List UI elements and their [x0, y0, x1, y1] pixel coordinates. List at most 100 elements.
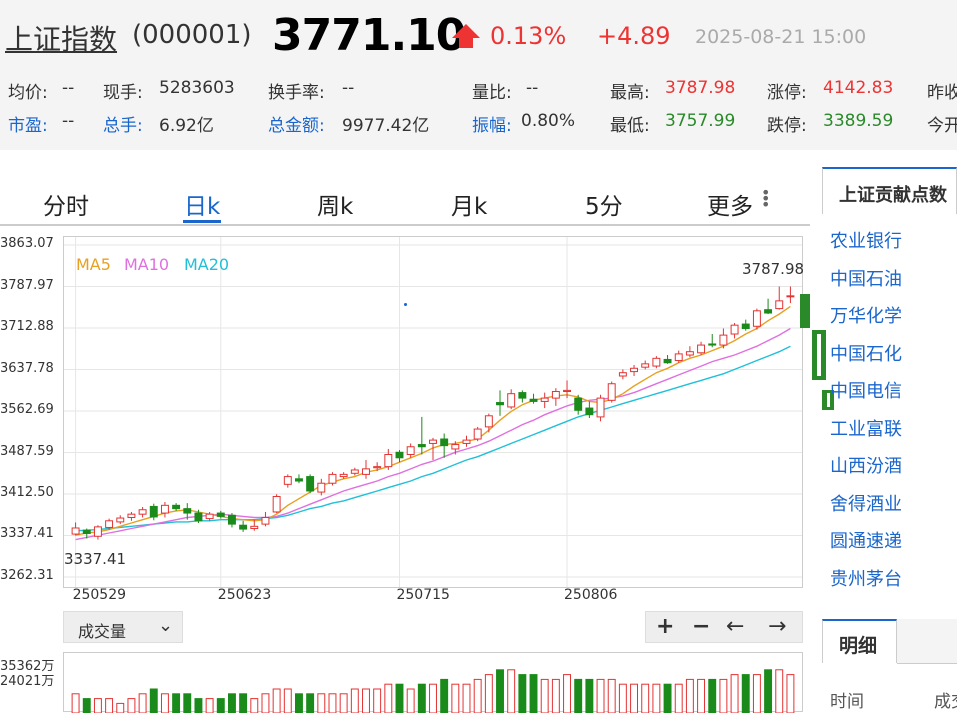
tab-intraday[interactable]: 分时: [43, 194, 89, 220]
volume-bar: [417, 683, 426, 713]
candle-body: [618, 372, 627, 377]
stat-total-amount-label[interactable]: 总金额:: [268, 116, 325, 136]
volume-bar: [764, 669, 773, 713]
contributor-item[interactable]: 山西汾酒: [830, 456, 902, 477]
volume-bar: [328, 693, 337, 713]
zoom-in-button[interactable]: +: [656, 614, 675, 639]
scroll-marker-1: [404, 303, 407, 306]
candle-body: [607, 383, 616, 401]
index-code: (000001): [132, 20, 252, 50]
volume-bar: [618, 683, 627, 713]
volume-chart[interactable]: [63, 652, 803, 713]
candle-body: [551, 390, 560, 399]
volume-bar: [607, 678, 616, 713]
candle-body: [585, 407, 594, 416]
contribution-panel-header[interactable]: 上证贡献点数: [822, 167, 957, 214]
contributor-item[interactable]: 圆通速递: [830, 531, 902, 552]
detail-tab[interactable]: 明细: [822, 619, 897, 663]
candle-body: [339, 473, 348, 478]
contributor-item[interactable]: 万华化学: [830, 306, 902, 327]
stat-prev-close-label: 昨收: [927, 83, 957, 103]
y-tick-label: 3487.59: [0, 443, 54, 459]
candle-body: [417, 444, 426, 448]
candle-body: [71, 527, 80, 535]
candle-body: [328, 473, 337, 484]
contributor-item[interactable]: 舍得酒业: [830, 494, 902, 515]
x-tick-label: 250623: [217, 587, 272, 603]
volume-bar: [775, 669, 784, 713]
tab-more[interactable]: 更多: [707, 194, 753, 220]
volume-ylabel-1: 35362万: [0, 659, 55, 674]
volume-bar: [317, 693, 326, 713]
stat-total-hand-label[interactable]: 总手:: [103, 116, 143, 136]
contributor-item[interactable]: 中国电信: [830, 381, 902, 402]
candle-body: [752, 310, 761, 327]
tab-5min[interactable]: 5分: [585, 194, 623, 220]
contributor-item[interactable]: 工业富联: [830, 419, 902, 440]
contributor-item[interactable]: 贵州茅台: [830, 569, 902, 590]
tab-monthly-k[interactable]: 月k: [451, 194, 488, 220]
volume-bar: [406, 688, 415, 713]
tab-daily-k[interactable]: 日k: [184, 194, 221, 220]
stat-amplitude-label[interactable]: 振幅:: [472, 116, 512, 136]
volume-bar: [160, 693, 169, 713]
candle-body: [484, 415, 493, 428]
candle-body: [496, 402, 504, 406]
candle-body: [93, 526, 102, 537]
candle-body: [529, 398, 538, 402]
volume-bar: [507, 669, 516, 713]
candle-body: [395, 451, 404, 459]
chart-controls: + − ← →: [645, 611, 803, 643]
contribution-bar-inner: [817, 334, 821, 376]
legend-ma20: MA20: [184, 255, 230, 274]
volume-bar: [685, 678, 694, 713]
candle-body: [462, 439, 471, 444]
index-name[interactable]: 上证指数: [5, 23, 118, 56]
candle-body: [239, 524, 248, 530]
candle-body: [451, 444, 460, 450]
legend-ma10: MA10: [124, 255, 170, 274]
x-tick-label: 250715: [396, 587, 450, 603]
change-value: +4.89: [597, 22, 671, 50]
volume-bar: [295, 693, 303, 713]
volume-bar: [563, 674, 571, 713]
volume-svg: [71, 669, 795, 713]
volume-bar: [719, 678, 728, 713]
kline-chart[interactable]: MA5 MA10 MA20 3787.98 3337.41: [63, 236, 804, 588]
stat-limit-down-label: 跌停:: [767, 116, 807, 136]
contributor-item[interactable]: 农业银行: [830, 231, 902, 252]
candle-body: [127, 513, 136, 518]
zoom-out-button[interactable]: −: [692, 614, 711, 639]
candle-body: [697, 344, 706, 354]
detail-tab-inactive: [897, 619, 957, 664]
candle-body: [685, 351, 694, 356]
contribution-bar: [800, 294, 810, 328]
active-tab-underline: [183, 220, 221, 223]
tab-weekly-k[interactable]: 周k: [317, 194, 354, 220]
pan-left-button[interactable]: ←: [726, 614, 745, 639]
candle-body: [149, 505, 158, 518]
volume-bar: [462, 683, 471, 713]
indicator-dropdown[interactable]: 成交量 ⌄: [63, 611, 183, 643]
volume-bar: [540, 678, 549, 713]
stat-current-hand-value: 5283603: [159, 78, 235, 98]
volume-bar: [730, 674, 739, 713]
y-tick-label: 3412.50: [0, 485, 54, 500]
candle-body: [730, 324, 739, 335]
volume-bar: [652, 683, 661, 713]
volume-bar: [708, 678, 717, 713]
candle-body: [406, 446, 415, 455]
volume-bar: [138, 693, 147, 713]
candle-body: [741, 323, 750, 329]
volume-bar: [518, 674, 527, 713]
chevron-down-icon: ⌄: [158, 615, 174, 636]
more-dots-icon[interactable]: • • •: [761, 183, 771, 214]
stat-turnover-value: --: [342, 78, 355, 98]
candle-body: [429, 439, 437, 444]
stat-pe-label[interactable]: 市盈:: [8, 116, 48, 136]
candle-body: [630, 367, 639, 373]
contributor-item[interactable]: 中国石油: [830, 269, 902, 290]
stat-low-value: 3757.99: [665, 111, 736, 131]
contributor-item[interactable]: 中国石化: [830, 344, 902, 365]
pan-right-button[interactable]: →: [768, 614, 787, 639]
